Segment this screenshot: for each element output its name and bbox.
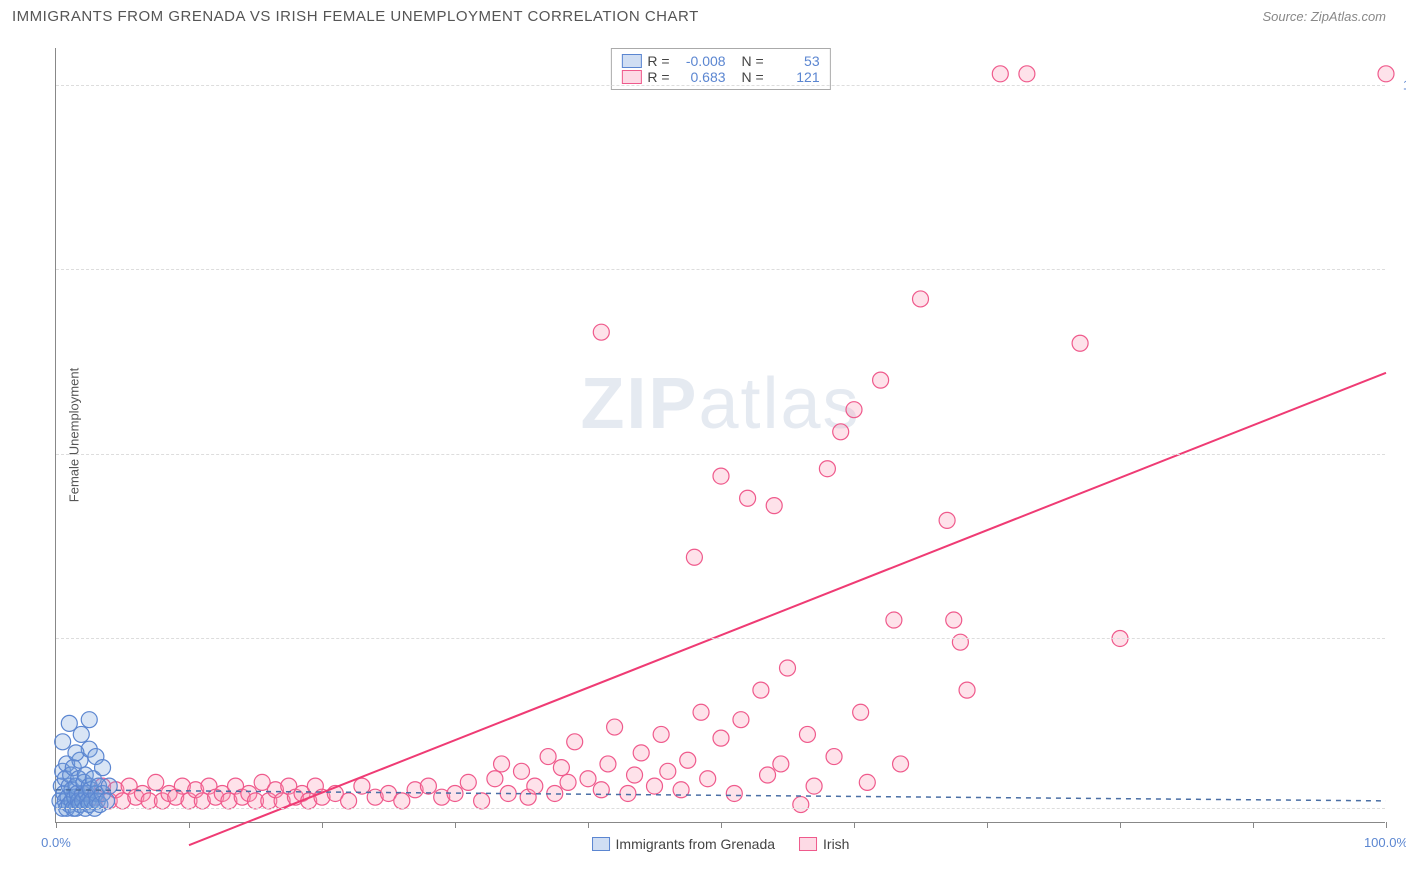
x-tick <box>1120 822 1121 828</box>
x-tick <box>322 822 323 828</box>
x-tick-label: 100.0% <box>1364 835 1406 850</box>
x-tick <box>854 822 855 828</box>
x-tick <box>721 822 722 828</box>
gridline <box>56 808 1385 809</box>
gridline <box>56 85 1385 86</box>
legend-item-blue: Immigrants from Grenada <box>592 836 776 852</box>
x-tick <box>1386 822 1387 828</box>
legend-item-pink: Irish <box>799 836 849 852</box>
x-tick <box>588 822 589 828</box>
series-legend: Immigrants from Grenada Irish <box>592 836 850 852</box>
gridline <box>56 638 1385 639</box>
x-tick <box>56 822 57 828</box>
legend-swatch-blue <box>592 837 610 851</box>
source-label: Source: ZipAtlas.com <box>1262 9 1386 24</box>
x-tick <box>189 822 190 828</box>
x-tick <box>987 822 988 828</box>
chart-svg <box>56 48 1385 822</box>
x-tick <box>455 822 456 828</box>
x-tick <box>1253 822 1254 828</box>
chart-title: IMMIGRANTS FROM GRENADA VS IRISH FEMALE … <box>12 8 699 25</box>
chart-plot-area: Female Unemployment ZIPatlas R = -0.008 … <box>55 48 1385 823</box>
legend-swatch-pink <box>799 837 817 851</box>
x-tick-label: 0.0% <box>41 835 71 850</box>
gridline <box>56 454 1385 455</box>
gridline <box>56 269 1385 270</box>
